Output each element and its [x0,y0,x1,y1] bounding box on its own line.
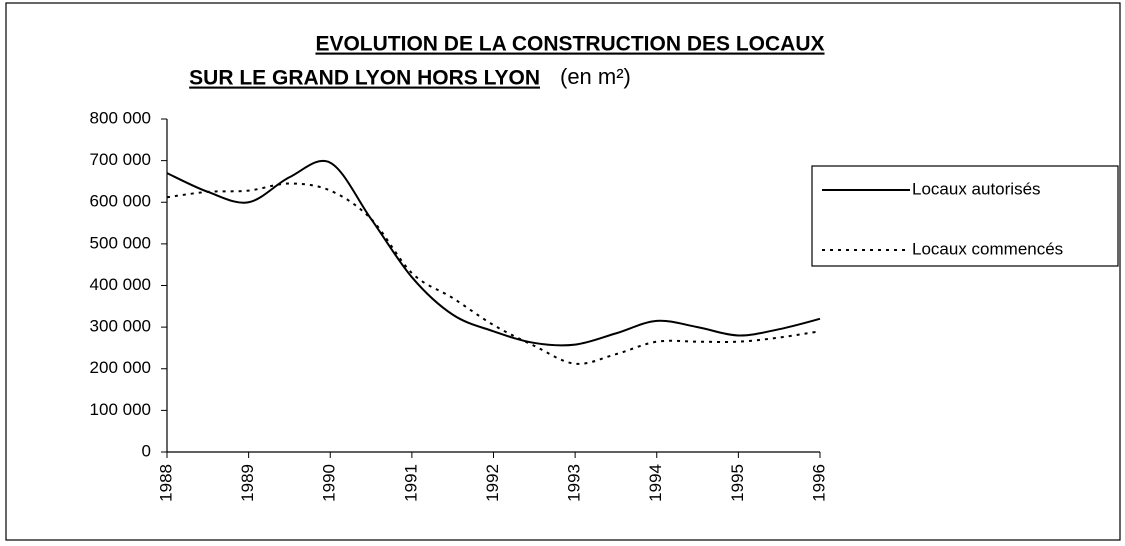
x-tick-label: 1992 [483,464,502,502]
chart-title-line2: SUR LE GRAND LYON HORS LYON [189,67,540,90]
y-tick-label: 100 000 [90,400,151,419]
x-tick-label: 1993 [565,464,584,502]
series-line [166,160,821,347]
chart-title: EVOLUTION DE LA CONSTRUCTION DES LOCAUX [315,33,824,56]
frame [5,2,1121,541]
y-tick-label: 300 000 [90,317,151,336]
x-tick-label: 1991 [401,464,420,502]
x-tick-label: 1990 [320,464,339,502]
y-tick-label: 400 000 [90,275,151,294]
y-tick-label: 200 000 [90,358,151,377]
y-tick-label: 700 000 [90,150,151,169]
legend-label: Locaux autorisés [912,179,1041,198]
x-tick-label: 1988 [156,464,175,502]
x-tick-label: 1995 [728,464,747,502]
series-line [166,182,821,365]
chart-subtitle: (en m²) [560,64,631,89]
y-tick-label: 600 000 [90,192,151,211]
y-tick-label: 500 000 [90,233,151,252]
y-tick-label: 0 [142,441,151,460]
x-tick-label: 1996 [809,464,828,502]
x-tick-label: 1989 [238,464,257,502]
x-tick-label: 1994 [646,464,665,502]
legend-label: Locaux commencés [912,239,1063,258]
y-tick-label: 800 000 [90,108,151,127]
